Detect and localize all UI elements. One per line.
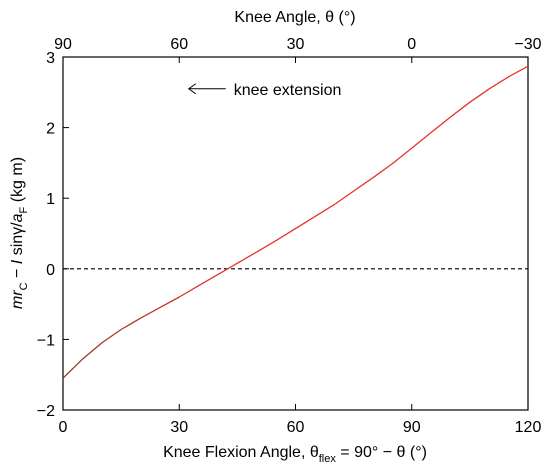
y-tick-label: 3 [46, 50, 55, 67]
y-axis: −2 −1 0 1 2 3 [37, 50, 69, 420]
y-axis-title-part: C [18, 282, 30, 290]
y-tick-label: 0 [46, 262, 55, 279]
top-axis-title: Knee Angle, θ (°) [234, 9, 355, 26]
bottom-tick-label: 30 [170, 419, 188, 436]
bottom-axis-title: Knee Flexion Angle, θflex = 90° − θ (°) [163, 444, 427, 465]
bottom-tick-label: 60 [287, 419, 305, 436]
y-axis-title-part: I [9, 259, 26, 264]
top-tick-label: 30 [287, 36, 305, 53]
top-axis: 90 60 30 0 −30 [54, 36, 542, 63]
bottom-axis: 0 30 60 90 120 [59, 404, 542, 436]
y-axis-title-part: F [18, 206, 30, 213]
y-axis-title-part: sinγ/ [9, 222, 26, 260]
bottom-tick-label: 90 [403, 419, 421, 436]
y-tick-label: 2 [46, 121, 55, 138]
top-tick-label: 90 [54, 36, 72, 53]
plot-frame [62, 56, 529, 411]
y-tick-label: −1 [37, 332, 55, 349]
y-tick-label: −2 [37, 403, 55, 420]
annotation-layer: knee extension [187, 82, 342, 99]
bottom-axis-title-prefix: Knee Flexion Angle, θ [163, 444, 319, 461]
y-axis-title-part: (kg m) [9, 157, 26, 207]
top-tick-label: 0 [407, 36, 416, 53]
annotation-label: knee extension [234, 82, 342, 99]
series-line [62, 65, 529, 379]
bottom-axis-title-suffix: = 90° − θ (°) [336, 444, 427, 461]
annotation-arrow-head [187, 83, 197, 95]
bottom-tick-label: 0 [59, 419, 68, 436]
series-layer [62, 65, 529, 379]
top-tick-label: 60 [170, 36, 188, 53]
bottom-tick-label: 120 [515, 419, 542, 436]
y-axis-title-part: mr [9, 290, 26, 309]
y-axis-title-part: − [9, 264, 26, 282]
y-axis-title: mrC − I sinγ/aF (kg m) [9, 157, 30, 309]
y-axis-title-part: a [9, 213, 26, 222]
y-tick-label: 1 [46, 191, 55, 208]
bottom-axis-title-sub: flex [319, 453, 337, 465]
top-tick-label: −30 [514, 36, 541, 53]
